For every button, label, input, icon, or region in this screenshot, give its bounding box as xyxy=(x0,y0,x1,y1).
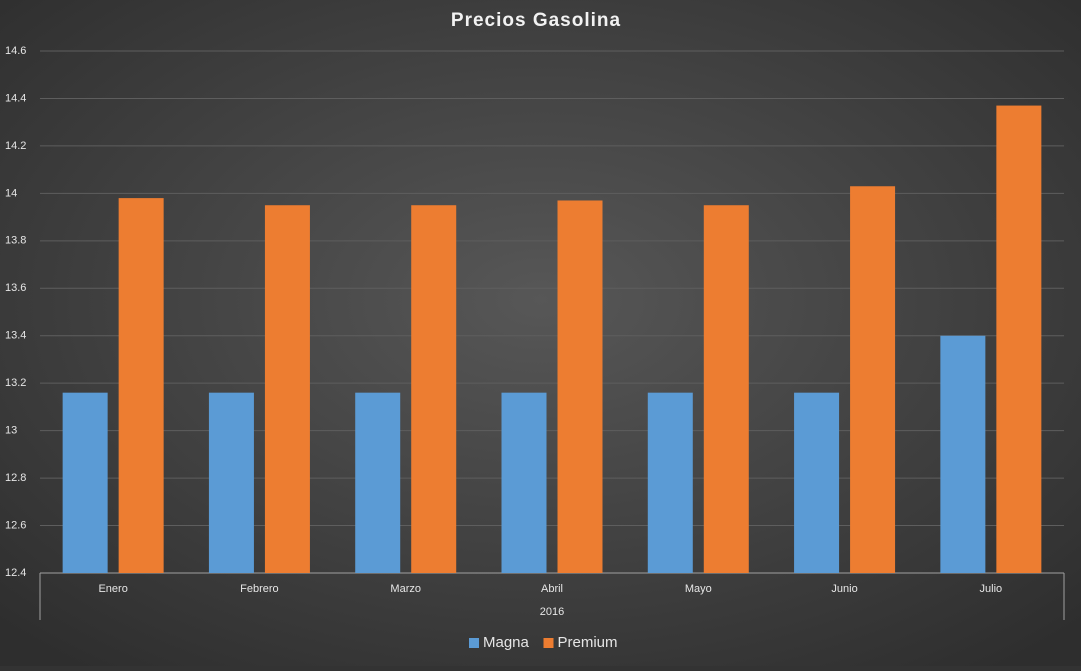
bar xyxy=(647,392,693,573)
bar xyxy=(850,186,896,573)
y-tick-label: 13.2 xyxy=(5,377,26,389)
legend-label: Premium xyxy=(558,634,618,651)
legend-swatch xyxy=(469,638,479,648)
bar xyxy=(794,392,840,573)
x-group-label: 2016 xyxy=(540,606,564,618)
bar xyxy=(355,392,401,573)
y-tick-label: 14.2 xyxy=(5,140,26,152)
x-tick-label: Febrero xyxy=(240,583,279,595)
x-tick-label: Junio xyxy=(831,583,857,595)
y-tick-label: 13.4 xyxy=(5,330,26,342)
legend-label: Magna xyxy=(483,634,530,651)
y-tick-label: 12.4 xyxy=(5,567,26,579)
y-tick-label: 13.8 xyxy=(5,235,26,247)
bar xyxy=(411,205,457,573)
x-tick-label: Julio xyxy=(980,583,1003,595)
y-tick-label: 14 xyxy=(5,187,17,199)
bar xyxy=(62,392,108,573)
y-tick-label: 14.6 xyxy=(5,45,26,57)
x-tick-label: Abril xyxy=(541,583,563,595)
bar xyxy=(118,198,164,574)
bar xyxy=(703,205,749,573)
x-tick-label: Enero xyxy=(98,583,127,595)
bar xyxy=(996,105,1042,573)
legend-swatch xyxy=(543,638,554,648)
y-tick-label: 13.6 xyxy=(5,282,26,294)
bar xyxy=(264,205,310,573)
bar xyxy=(557,200,603,573)
chart-title: Precios Gasolina xyxy=(451,10,621,31)
y-tick-label: 13 xyxy=(5,425,17,437)
x-tick-label: Mayo xyxy=(685,583,712,595)
bar xyxy=(501,392,547,573)
y-tick-label: 12.6 xyxy=(5,519,26,531)
bar xyxy=(940,335,986,573)
bar xyxy=(208,392,254,573)
y-tick-label: 14.4 xyxy=(5,92,26,104)
y-tick-label: 12.8 xyxy=(5,472,26,484)
x-tick-label: Marzo xyxy=(390,583,421,595)
